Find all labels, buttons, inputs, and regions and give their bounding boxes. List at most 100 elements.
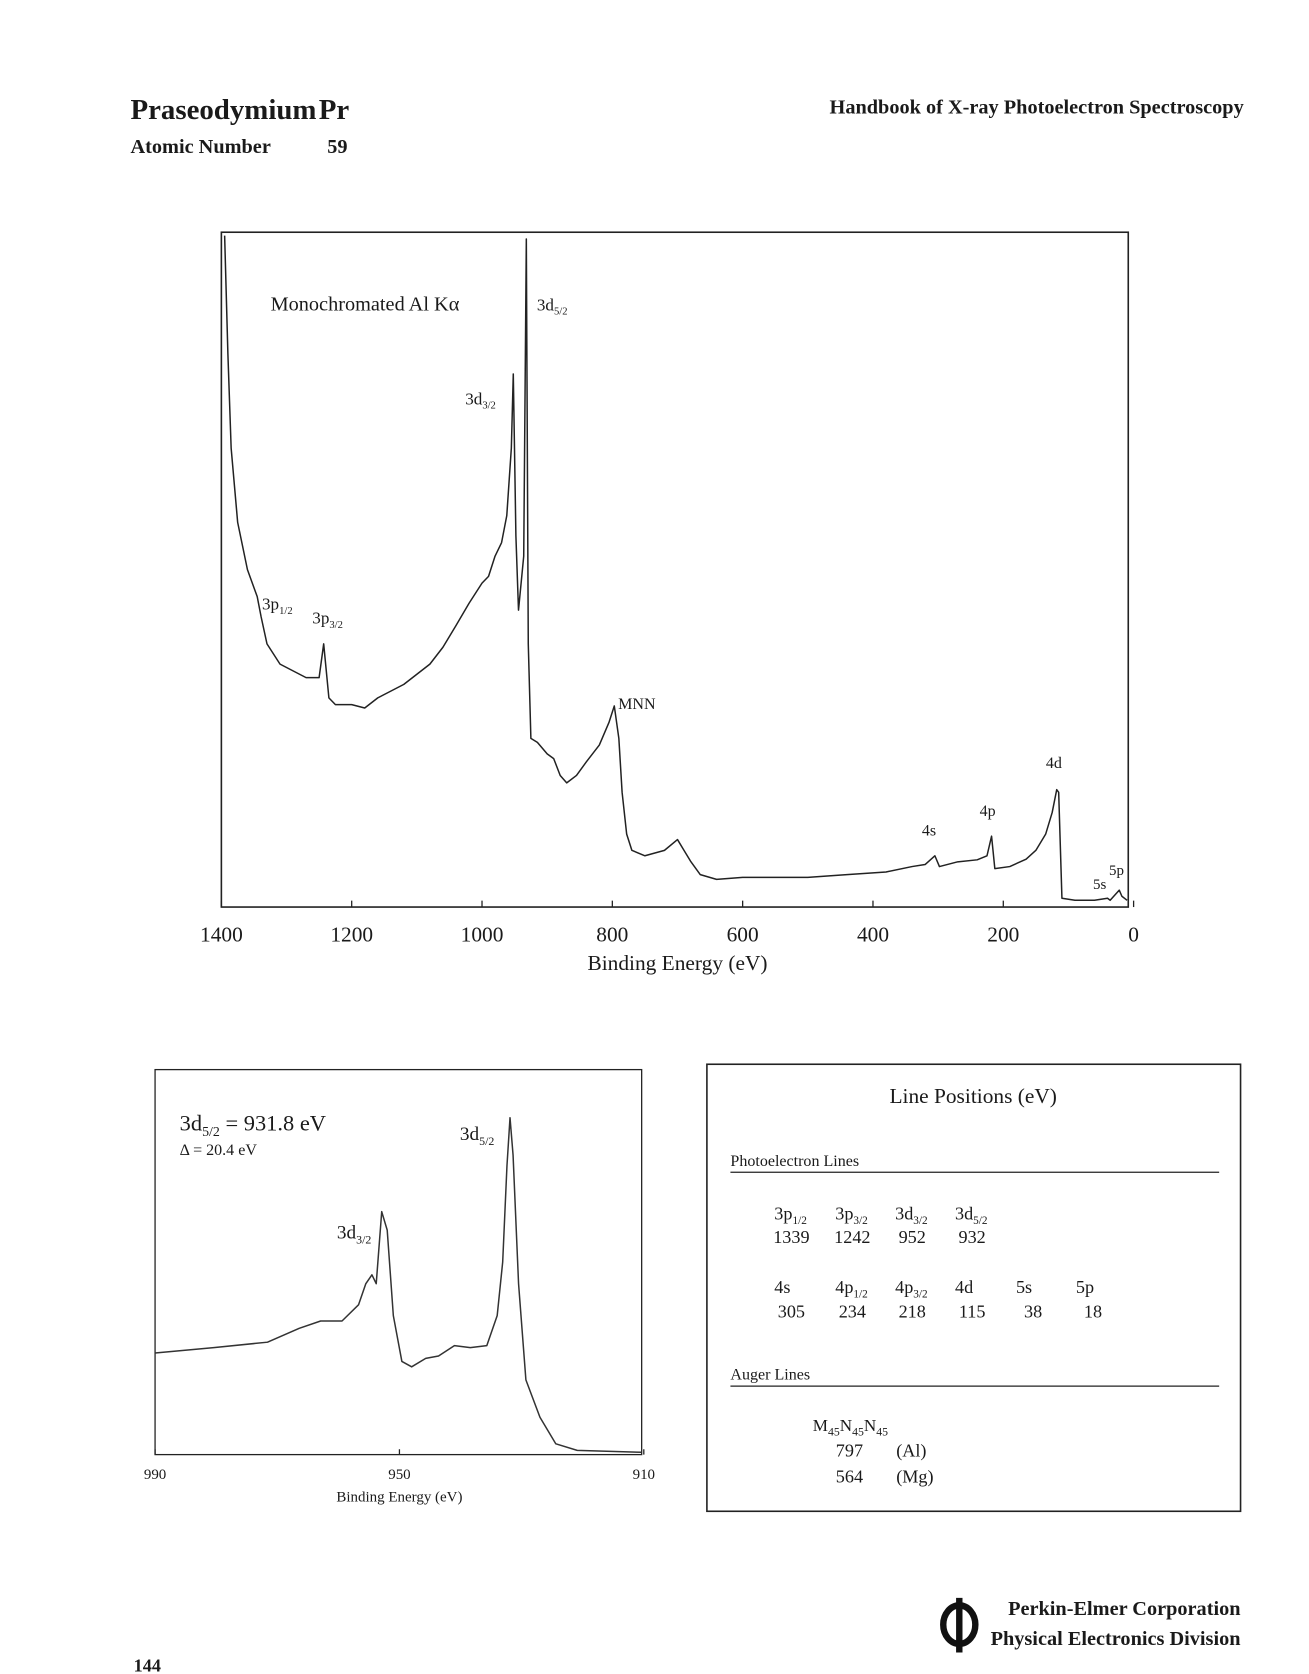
detail-frame xyxy=(154,1068,643,1456)
label-text: 4s xyxy=(774,1277,790,1297)
label-text: 3p xyxy=(835,1203,853,1223)
line-label: 3p1/2 xyxy=(774,1203,807,1227)
label-subscript: 5/2 xyxy=(554,307,568,318)
peak-annotation: 3d5/2 = 931.8 eV xyxy=(180,1111,326,1141)
label-text: 3p xyxy=(312,609,329,628)
atomic-number-label: Atomic Number xyxy=(130,136,270,158)
peak-annotation: Monochromated Al Kα xyxy=(271,293,460,315)
section-title: Auger Lines xyxy=(730,1367,810,1384)
division-name: Physical Electronics Division xyxy=(991,1628,1241,1650)
label-subscript: 3/2 xyxy=(356,1232,371,1246)
label-subscript: 1/2 xyxy=(279,606,293,617)
line-position: 218 xyxy=(899,1302,926,1322)
label-text: 5s xyxy=(1016,1277,1032,1297)
label-subscript: 5/2 xyxy=(202,1125,220,1140)
label-subscript: 3/2 xyxy=(482,401,496,412)
line-position: 305 xyxy=(778,1302,805,1322)
auger-source: (Mg) xyxy=(896,1466,933,1487)
x-axis-title: Binding Energy (eV) xyxy=(336,1490,462,1506)
label-text: 3d xyxy=(460,1124,480,1145)
label-text: 5p xyxy=(1076,1277,1094,1297)
x-tick-label: 0 xyxy=(1128,922,1139,946)
label-text: 4d xyxy=(955,1277,973,1297)
peak-annotation: 3d3/2 xyxy=(337,1223,372,1247)
line-position: 234 xyxy=(839,1302,866,1322)
line-label: 5s xyxy=(1016,1277,1032,1297)
auger-transition: M45N45N45 xyxy=(813,1416,888,1438)
x-axis-title: Binding Energy (eV) xyxy=(587,951,767,975)
line-label: 3p3/2 xyxy=(835,1203,868,1227)
peak-annotation: MNN xyxy=(618,696,656,713)
table-title: Line Positions (eV) xyxy=(889,1084,1056,1108)
line-label: 5p xyxy=(1076,1277,1094,1297)
line-position: 1339 xyxy=(773,1227,809,1247)
table-frame xyxy=(706,1063,1242,1513)
atomic-number: 59 xyxy=(327,136,347,158)
label-subscript: 1/2 xyxy=(853,1289,868,1301)
auger-source: (Al) xyxy=(896,1441,926,1462)
label-text: N xyxy=(840,1416,852,1435)
line-label: 3d5/2 xyxy=(955,1203,988,1227)
peak-annotation: 3p1/2 xyxy=(262,595,293,617)
spectrum-line xyxy=(223,235,1128,902)
label-text: Δ = 20.4 eV xyxy=(180,1142,258,1159)
label-subscript: 3/2 xyxy=(329,620,343,631)
page-number: 144 xyxy=(134,1656,161,1674)
spectrum-line xyxy=(155,1116,642,1454)
label-text: 3d xyxy=(337,1223,357,1244)
line-position: 38 xyxy=(1024,1302,1042,1322)
line-position: 115 xyxy=(959,1302,986,1322)
auger-position: 797 xyxy=(836,1441,863,1461)
x-tick-label: 910 xyxy=(633,1467,655,1483)
label-text: N xyxy=(864,1416,876,1435)
peak-annotation: 3d5/2 xyxy=(537,295,568,317)
label-text: M xyxy=(813,1416,828,1435)
x-tick-label: 1200 xyxy=(330,922,373,946)
line-position: 952 xyxy=(899,1227,926,1247)
label-text: 4p xyxy=(980,803,996,820)
label-subscript: 45 xyxy=(876,1425,888,1438)
label-subscript: 5/2 xyxy=(973,1215,988,1227)
label-text: 3d xyxy=(895,1203,913,1223)
label-text: 4s xyxy=(922,822,936,839)
line-label: 3d3/2 xyxy=(895,1203,928,1227)
x-tick-label: 400 xyxy=(857,922,889,946)
label-text: 3p xyxy=(262,595,279,614)
label-text: 5s xyxy=(1093,877,1106,893)
label-subscript: 3/2 xyxy=(913,1215,928,1227)
x-tick-label: 1400 xyxy=(200,922,243,946)
label-subscript: 3/2 xyxy=(913,1289,928,1301)
line-label: 4p1/2 xyxy=(835,1277,868,1301)
label-text: 3p xyxy=(774,1203,792,1223)
x-tick-label: 600 xyxy=(727,922,759,946)
peak-annotation: 3p3/2 xyxy=(312,609,343,631)
label-tail: = 931.8 eV xyxy=(220,1111,326,1136)
line-position: 18 xyxy=(1084,1302,1102,1322)
company-logo xyxy=(940,1597,979,1653)
x-tick-label: 1000 xyxy=(461,922,504,946)
line-label: 4p3/2 xyxy=(895,1277,928,1301)
book-title: Handbook of X-ray Photoelectron Spectros… xyxy=(830,97,1244,119)
auger-position: 564 xyxy=(836,1466,863,1486)
label-text: 4p xyxy=(835,1277,853,1297)
label-subscript: 45 xyxy=(828,1425,840,1438)
peak-annotation: 4p xyxy=(980,803,996,820)
label-text: 3d xyxy=(180,1111,202,1136)
label-text: 3d xyxy=(465,389,483,408)
element-symbol: Pr xyxy=(319,94,350,126)
label-text: 3d xyxy=(955,1203,973,1223)
line-label: 4d xyxy=(955,1277,973,1297)
label-subscript: 3/2 xyxy=(853,1215,868,1227)
peak-annotation: 3d3/2 xyxy=(465,389,496,411)
section-title: Photoelectron Lines xyxy=(730,1153,859,1170)
x-tick-label: 990 xyxy=(144,1467,166,1483)
peak-annotation: Δ = 20.4 eV xyxy=(180,1142,258,1159)
line-position: 1242 xyxy=(834,1227,870,1247)
survey-frame xyxy=(220,231,1130,908)
label-text: 3d xyxy=(537,295,555,314)
x-tick-label: 950 xyxy=(388,1467,410,1483)
peak-annotation: 5p xyxy=(1109,863,1124,879)
line-label: 4s xyxy=(774,1277,790,1297)
label-subscript: 1/2 xyxy=(792,1215,807,1227)
